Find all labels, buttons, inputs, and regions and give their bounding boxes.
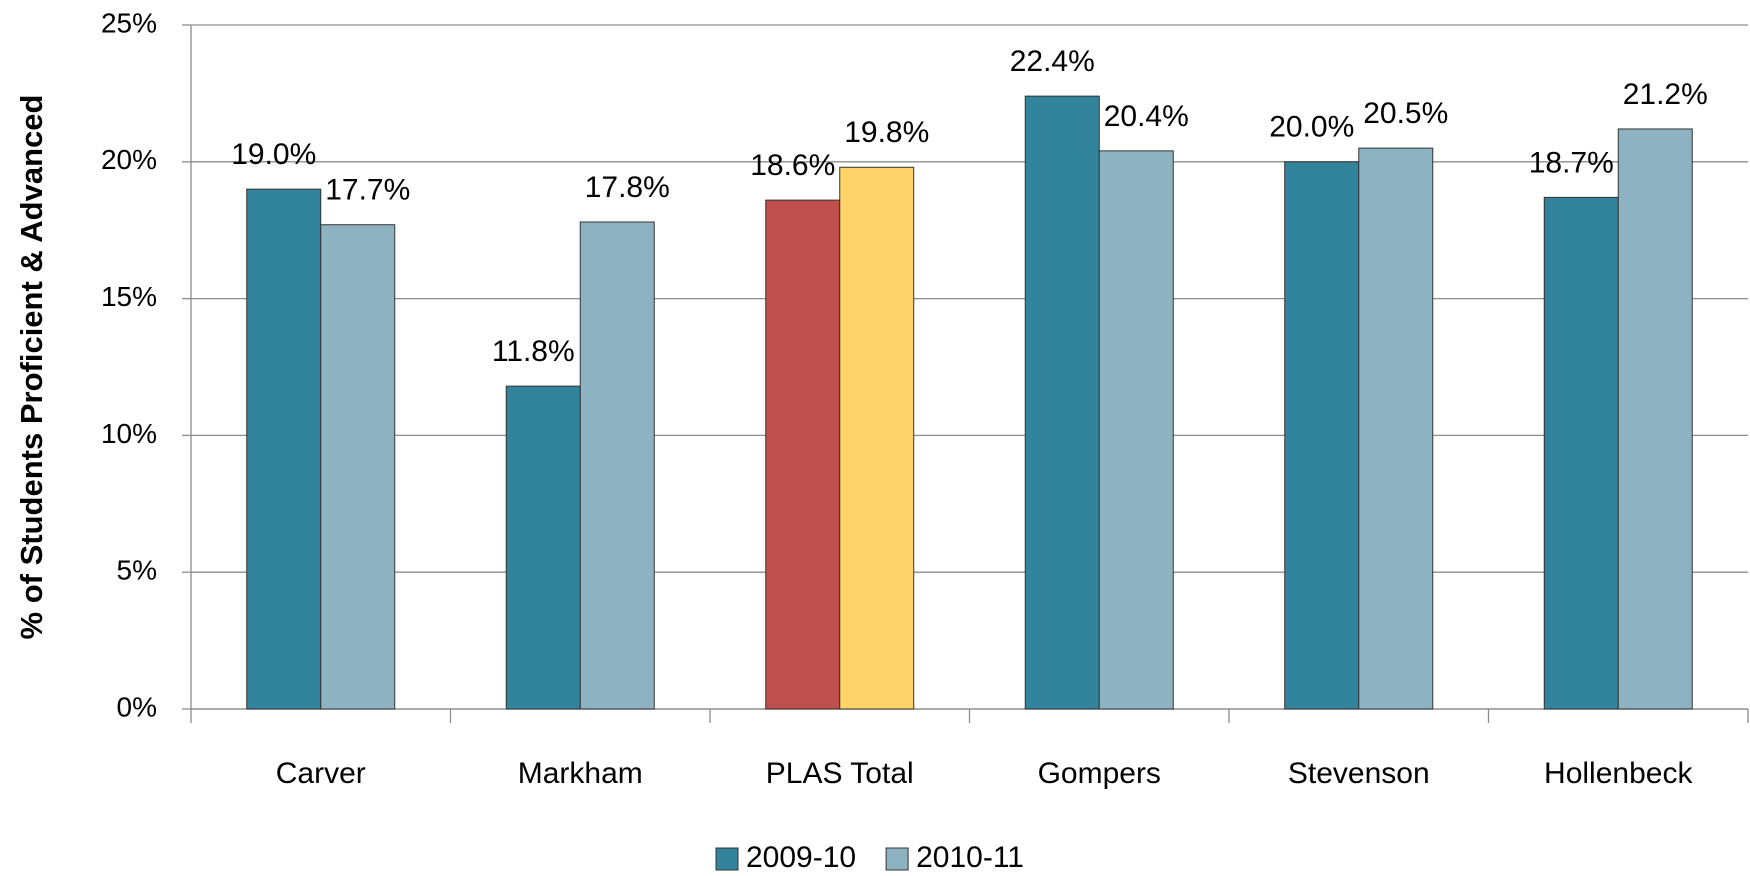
y-tick-label: 20% [101, 144, 157, 175]
bar [1284, 161, 1360, 710]
value-label: 19.8% [844, 116, 929, 149]
y-tick-label: 10% [101, 418, 157, 449]
bar [246, 188, 322, 710]
value-label: 20.5% [1363, 97, 1448, 130]
bar [320, 224, 396, 710]
value-label: 17.8% [585, 171, 670, 204]
y-tick-label: 15% [101, 281, 157, 312]
value-label: 22.4% [1010, 45, 1095, 78]
y-tick-label: 0% [117, 691, 157, 722]
bar [505, 385, 581, 710]
bar [1617, 128, 1693, 710]
value-label: 19.0% [231, 138, 316, 171]
y-axis-label: % of Students Proficient & Advanced [14, 95, 49, 640]
bar [1024, 95, 1100, 710]
x-tick-label: Carver [276, 757, 366, 790]
x-tick-label: Markham [518, 757, 643, 790]
x-tick-label: Gompers [1038, 757, 1161, 790]
bar [839, 166, 915, 710]
y-tick-label: 25% [101, 7, 157, 38]
legend-swatch [715, 847, 739, 871]
legend-label: 2010-11 [916, 841, 1024, 874]
bar [1098, 150, 1174, 710]
bar [765, 199, 841, 710]
x-tick-label: PLAS Total [766, 757, 914, 790]
value-label: 18.6% [750, 149, 835, 182]
bar [1358, 147, 1434, 710]
legend-label: 2009-10 [746, 841, 856, 874]
value-label: 20.4% [1104, 100, 1189, 133]
value-label: 18.7% [1529, 146, 1614, 179]
x-tick-label: Stevenson [1288, 757, 1430, 790]
value-label: 21.2% [1623, 78, 1708, 111]
value-label: 17.7% [325, 174, 410, 207]
value-label: 11.8% [492, 335, 575, 368]
value-label: 20.0% [1269, 111, 1354, 144]
y-tick-label: 5% [117, 555, 157, 586]
legend-swatch [885, 847, 909, 871]
bar [579, 221, 655, 710]
bar [1543, 196, 1619, 710]
x-tick-label: Hollenbeck [1544, 757, 1693, 790]
